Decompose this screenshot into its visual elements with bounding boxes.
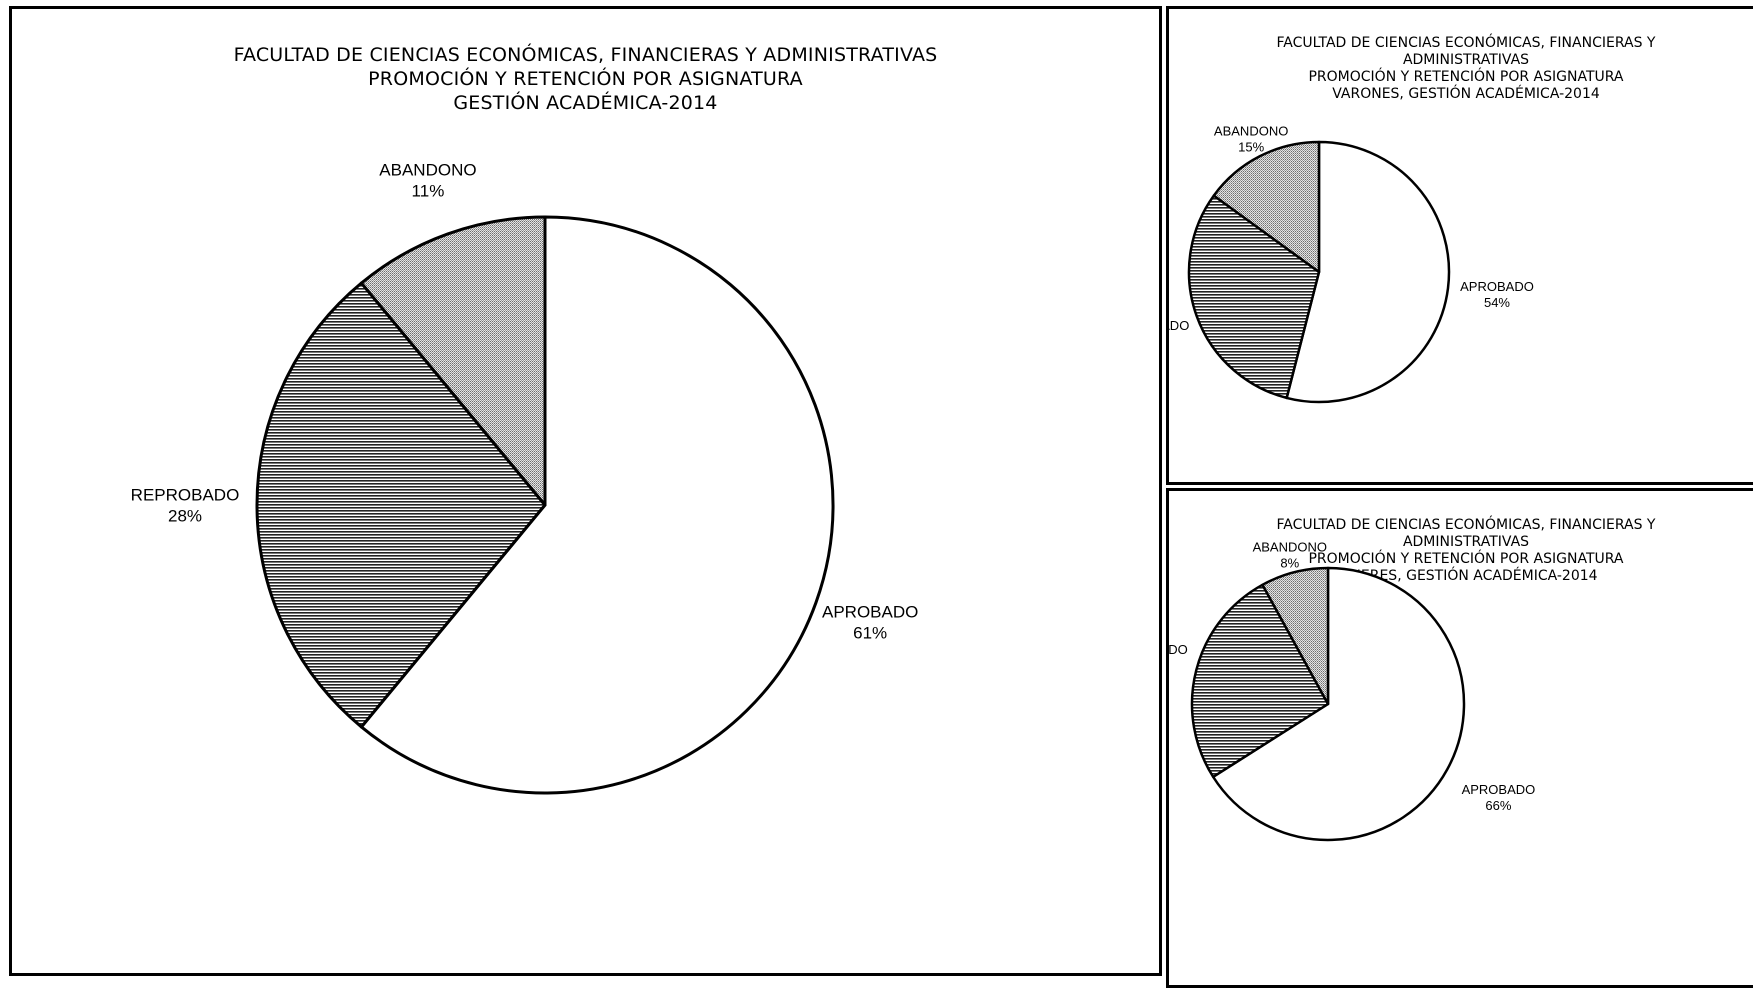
chart-panel-varones: FACULTAD DE CIENCIAS ECONÓMICAS, FINANCI… <box>1166 6 1753 485</box>
slice-label-abandono: ABANDONO <box>1214 123 1288 138</box>
slice-percent-abandono: 15% <box>1238 139 1264 154</box>
slice-label-abandono: ABANDONO <box>1253 540 1327 555</box>
slice-label-aprobado: APROBADO <box>1460 279 1534 294</box>
slice-percent-abandono: 8% <box>1280 556 1299 571</box>
slice-percent-abandono: 11% <box>412 181 445 200</box>
pie-slice-reprobado <box>1187 194 1321 400</box>
pie-slice-aprobado <box>359 215 835 795</box>
chart-panel-mujeres: FACULTAD DE CIENCIAS ECONÓMICAS, FINANCI… <box>1166 488 1753 988</box>
slice-percent-reprobado: 28% <box>168 506 202 525</box>
pie-slice-abandono <box>1261 566 1330 706</box>
pie-slice-reprobado <box>255 281 547 729</box>
chart-title-line: GESTIÓN ACADÉMICA-2014 <box>453 92 718 114</box>
slice-label-aprobado: APROBADO <box>1462 782 1536 797</box>
chart-title-line: ADMINISTRATIVAS <box>1402 534 1530 550</box>
chart-title-line: ADMINISTRATIVAS <box>1402 52 1530 68</box>
slice-label-abandono: ABANDONO <box>379 160 476 179</box>
pie-slice-abandono <box>359 215 547 507</box>
slice-label-reprobado: REPROBADO <box>131 485 240 504</box>
slice-label-aprobado: APROBADO <box>822 603 918 622</box>
chart-panel-total: FACULTAD DE CIENCIAS ECONÓMICAS, FINANCI… <box>9 6 1162 976</box>
chart-title-line: FACULTAD DE CIENCIAS ECONÓMICAS, FINANCI… <box>1276 35 1656 51</box>
chart-title-line: PROMOCIÓN Y RETENCIÓN POR ASIGNATURA <box>1308 551 1624 567</box>
slice-percent-aprobado: 54% <box>1484 295 1510 310</box>
slice-label-reprobado: REPROBADO <box>1169 642 1188 657</box>
pie-slice-reprobado <box>1190 583 1330 779</box>
pie-chart-total: APROBADO 61% REPROBADO 28% ABANDONO 11% <box>131 160 918 795</box>
chart-title-line: VARONES, GESTIÓN ACADÉMICA-2014 <box>1332 86 1600 102</box>
pie-slice-aprobado <box>1211 566 1466 842</box>
chart-title: FACULTAD DE CIENCIAS ECONÓMICAS, FINANCI… <box>1169 517 1753 585</box>
chart-title-line: PROMOCIÓN Y RETENCIÓN POR ASIGNATURA <box>368 68 803 90</box>
slice-percent-aprobado: 61% <box>853 624 887 643</box>
pie-slice-abandono <box>1212 140 1321 274</box>
chart-title-line: FACULTAD DE CIENCIAS ECONÓMICAS, FINANCI… <box>1276 517 1656 533</box>
chart-title-line: MUJERES, GESTIÓN ACADÉMICA-2014 <box>1334 568 1598 584</box>
chart-title-line: FACULTAD DE CIENCIAS ECONÓMICAS, FINANCI… <box>233 44 938 66</box>
slice-percent-aprobado: 66% <box>1485 798 1511 813</box>
pie-slice-aprobado <box>1285 140 1451 404</box>
chart-title-line: PROMOCIÓN Y RETENCIÓN POR ASIGNATURA <box>1308 69 1624 85</box>
chart-title: FACULTAD DE CIENCIAS ECONÓMICAS, FINANCI… <box>1169 35 1753 103</box>
chart-title: FACULTAD DE CIENCIAS ECONÓMICAS, FINANCI… <box>12 43 1159 115</box>
slice-label-reprobado: REPROBADO <box>1169 318 1189 333</box>
